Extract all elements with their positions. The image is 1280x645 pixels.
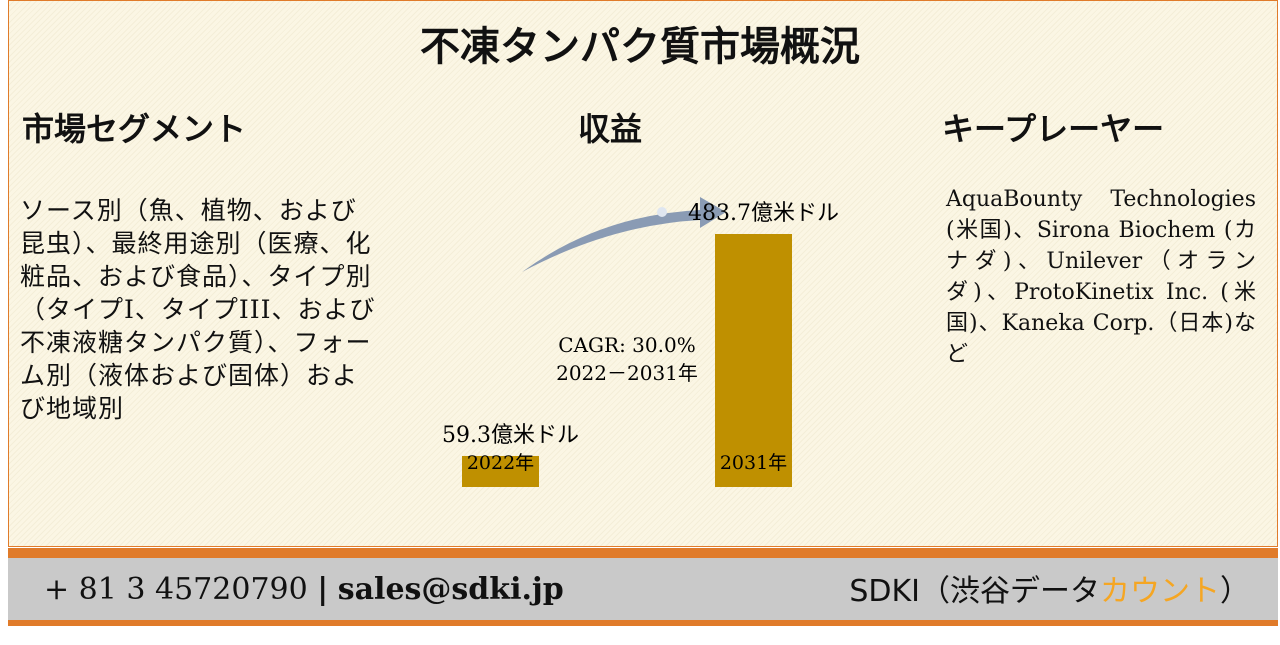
separator: | bbox=[317, 572, 329, 607]
contact: + 81 3 45720790 | sales@sdki.jp bbox=[44, 572, 564, 607]
brand: SDKI（渋谷データカウント） bbox=[849, 566, 1250, 610]
phone: + 81 3 45720790 bbox=[44, 572, 308, 607]
panel bbox=[8, 0, 1278, 547]
brand-close: ） bbox=[1220, 574, 1250, 609]
growth-arrow bbox=[522, 197, 726, 272]
revenue-heading: 収益 bbox=[578, 110, 643, 148]
arrow-dot bbox=[657, 207, 667, 217]
footer-bar bbox=[8, 558, 1278, 620]
segments-heading: 市場セグメント bbox=[22, 110, 247, 148]
title: 不凍タンパク質市場概況 bbox=[420, 23, 860, 70]
bar bbox=[462, 455, 539, 487]
bar-category: 2031年 bbox=[720, 452, 787, 474]
brand-highlight: カウント bbox=[1100, 574, 1220, 609]
value-label: 483.7億米ドル bbox=[688, 201, 839, 226]
bar bbox=[715, 234, 792, 487]
cagr: CAGR: 30.0% bbox=[558, 333, 695, 357]
cagr-period: 2022－2031年 bbox=[556, 361, 698, 385]
brand-name: SDKI（渋谷データ bbox=[849, 574, 1100, 609]
email: sales@sdki.jp bbox=[337, 572, 564, 607]
players-text: AquaBounty Technologies (米国)、Sirona Bioc… bbox=[946, 187, 1256, 367]
bar-category: 2022年 bbox=[467, 452, 534, 474]
value-label: 59.3億米ドル bbox=[442, 423, 579, 448]
segments-text: ソース別（魚、植物、および昆虫）、最終用途別（医療、化粧品、および食品）、タイプ… bbox=[20, 196, 376, 423]
players-heading: キープレーヤー bbox=[942, 110, 1165, 148]
